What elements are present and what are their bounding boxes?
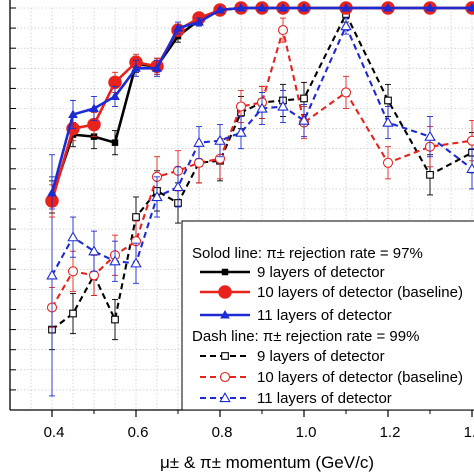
series-layer [45,1,474,397]
data-point [277,100,289,111]
data-point [384,96,392,105]
data-point [221,268,229,276]
legend-group-title: Solod line: π± rejection rate = 97% [192,245,423,262]
data-point [236,2,246,12]
data-point [340,87,352,98]
series-solid-triangle [47,2,474,210]
data-point [218,285,232,299]
data-point [257,2,267,12]
data-point [110,91,120,100]
data-point [69,309,77,318]
data-point [341,2,351,12]
data-point [130,257,142,268]
data-point [111,139,119,146]
data-point [132,213,140,221]
data-point [382,157,394,168]
data-point [466,135,474,146]
data-point [89,103,99,112]
data-point [214,134,226,145]
legend-entry-label: 9 layers of detector [257,348,385,365]
data-point [466,162,474,173]
data-point [172,180,184,192]
data-point [298,114,310,125]
legend-entry-label: 11 layers of detector [257,390,392,407]
data-point [256,102,268,113]
data-point [67,266,79,277]
data-point [151,191,163,202]
series-dashed-triangle [46,17,474,397]
data-point [277,25,289,36]
data-point [220,309,230,319]
legend: Solod line: π± rejection rate = 97% 9 lay… [181,220,474,411]
data-point [278,2,288,12]
x-tick-label: 0.8 [212,424,233,441]
data-point [88,270,100,281]
data-point [467,2,474,12]
data-point [382,116,394,127]
data-point [221,352,229,360]
data-point [340,20,352,31]
data-point [194,17,204,26]
series-line [51,23,473,276]
data-point [425,2,435,12]
data-point [383,2,393,12]
data-point [46,269,58,280]
x-tick-label: 0.6 [128,424,149,441]
data-point [47,187,57,197]
x-tick-label: 1.2 [380,424,401,441]
data-point [300,94,308,103]
legend-entry-label: 9 layers of detector [257,264,385,281]
legend-entry-label: 11 layers of detector [257,307,392,324]
data-point [68,109,78,119]
x-axis-label: μ± & π± momentum (GeV/c) [160,453,374,472]
legend-group-title: Dash line: π± rejection rate = 99% [192,328,419,345]
series-line [51,11,473,331]
data-point [424,130,436,141]
data-point [193,136,205,147]
data-point [426,170,434,179]
data-point [152,63,162,72]
data-point [468,148,474,157]
data-point [215,5,225,14]
data-point [173,23,183,32]
data-point [235,126,247,137]
data-point [193,157,205,168]
x-tick-label: 1.4 [464,424,474,441]
data-point [131,63,141,72]
data-point [219,392,231,403]
data-point [235,101,247,112]
data-point [88,245,100,256]
data-point [219,371,231,383]
data-point [109,255,121,266]
data-point [299,2,309,12]
x-tick-label: 0.4 [44,424,65,441]
data-point [111,315,119,324]
legend-entry-label: 10 layers of detector (baseline) [257,369,463,386]
x-tick-label: 1.0 [296,424,317,441]
legend-entry-label: 10 layers of detector (baseline) [257,284,463,301]
data-point [67,231,79,242]
